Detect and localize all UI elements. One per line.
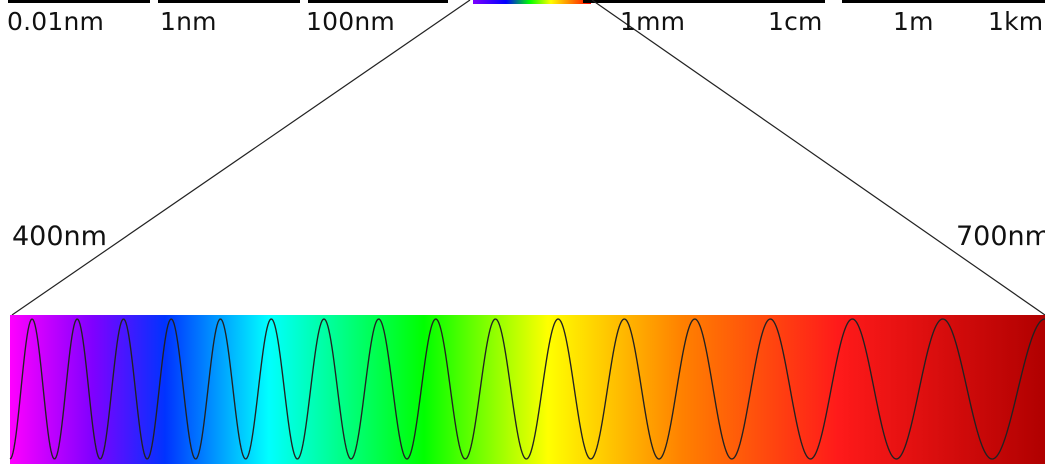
scale-segment: [308, 0, 448, 3]
right-projection-line: [591, 0, 1045, 316]
scale-label-1nm: 1nm: [160, 7, 217, 36]
scale-label-1m: 1m: [893, 7, 934, 36]
scale-label-1mm: 1mm: [620, 7, 686, 36]
scale-label-1km: 1km: [988, 7, 1044, 36]
scale-segment: [8, 0, 150, 3]
visible-light-scale-marker: [473, 0, 591, 4]
scale-band: [8, 0, 1045, 4]
scale-segment: [158, 0, 300, 3]
scale-segment: [842, 0, 1045, 3]
visible-spectrum-bar: [10, 315, 1045, 464]
scale-label-1cm: 1cm: [768, 7, 823, 36]
left-projection-line: [11, 0, 471, 316]
scale-segment: [583, 0, 825, 3]
visible-start-label: 400nm: [12, 221, 107, 252]
visible-end-label: 700nm: [956, 221, 1045, 252]
wavelength-wave: [9, 318, 1045, 460]
scale-label-100nm: 100nm: [306, 7, 395, 36]
scale-label-0-01nm: 0.01nm: [7, 7, 105, 36]
zoom-projection-lines: [11, 0, 1045, 316]
